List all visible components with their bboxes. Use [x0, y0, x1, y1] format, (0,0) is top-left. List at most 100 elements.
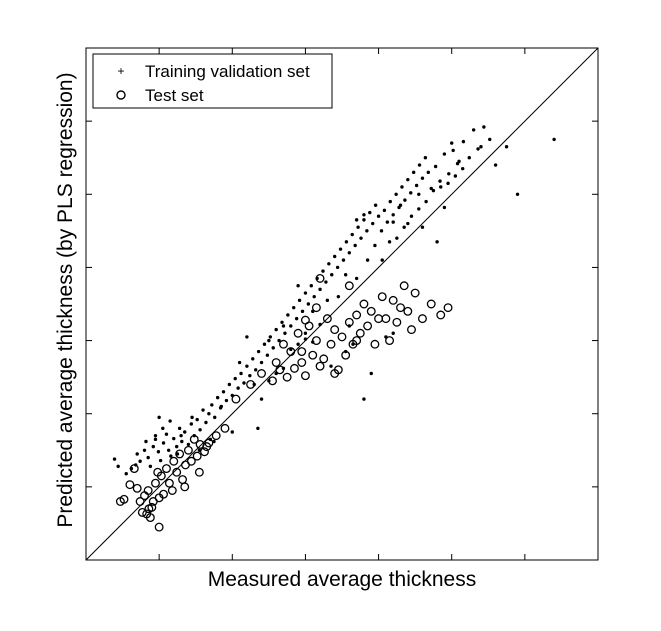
training-point	[409, 191, 413, 195]
training-point	[296, 284, 300, 288]
training-point	[161, 426, 165, 431]
training-point	[135, 452, 139, 456]
training-point	[442, 152, 447, 156]
test-point	[192, 451, 202, 461]
test-point	[330, 325, 340, 335]
test-point	[129, 464, 139, 474]
training-point	[453, 174, 458, 178]
training-point	[402, 225, 406, 229]
training-point	[312, 294, 316, 299]
training-point	[221, 390, 226, 394]
training-point	[379, 229, 384, 233]
training-point	[138, 459, 142, 463]
training-point	[433, 164, 438, 169]
training-point	[336, 294, 341, 299]
training-point	[327, 262, 331, 266]
training-point	[144, 439, 148, 444]
training-point	[164, 432, 169, 436]
y-axis-label: Predicted average thickness (by PLS regr…	[54, 72, 77, 528]
training-point	[186, 442, 191, 447]
training-point	[153, 433, 158, 438]
test-point	[220, 423, 230, 433]
training-point	[169, 454, 173, 458]
training-point	[382, 208, 387, 213]
test-point	[154, 493, 164, 503]
training-point	[177, 426, 182, 431]
test-point	[135, 497, 145, 506]
training-point	[151, 444, 155, 449]
training-point	[289, 324, 293, 328]
test-point	[169, 456, 179, 466]
training-point	[400, 185, 404, 189]
axis-ticks	[86, 48, 598, 560]
training-point	[335, 265, 340, 270]
training-point	[431, 188, 436, 193]
training-point	[300, 309, 305, 314]
training-point	[435, 240, 439, 244]
legend-box	[92, 53, 333, 109]
training-point	[204, 420, 208, 425]
test-point	[282, 372, 292, 382]
test-point	[300, 371, 310, 381]
test-point	[293, 328, 303, 338]
training-point	[274, 327, 278, 332]
training-point	[439, 185, 443, 189]
training-point	[251, 357, 255, 361]
test-point	[189, 434, 199, 444]
training-point	[180, 439, 184, 444]
training-point	[283, 331, 287, 335]
test-point	[326, 339, 336, 349]
training-point	[207, 412, 211, 416]
training-point	[417, 207, 421, 211]
training-point	[414, 183, 419, 188]
test-point	[363, 321, 373, 331]
training-point	[224, 398, 229, 403]
training-point	[280, 320, 284, 324]
test-point	[186, 456, 196, 466]
test-point	[194, 467, 204, 477]
training-point	[296, 342, 300, 346]
training-point	[451, 148, 455, 153]
training-point	[112, 457, 117, 461]
training-point	[286, 313, 290, 317]
training-point	[201, 408, 205, 412]
training-point	[420, 225, 425, 229]
training-point	[457, 159, 461, 164]
test-point	[154, 522, 164, 532]
training-point	[338, 247, 343, 251]
training-point	[321, 269, 325, 273]
test-point	[341, 350, 351, 360]
test-point	[399, 281, 409, 291]
training-point	[215, 395, 220, 400]
training-point	[476, 147, 480, 151]
test-point	[330, 369, 340, 378]
test-point	[145, 513, 155, 523]
training-point	[267, 338, 271, 343]
training-point	[183, 430, 187, 434]
test-point	[119, 494, 129, 504]
training-point	[268, 335, 273, 339]
training-point	[271, 346, 275, 350]
training-point	[303, 331, 308, 335]
training-point	[482, 125, 486, 129]
training-point	[174, 444, 179, 449]
test-point	[311, 336, 321, 346]
test-point	[164, 478, 174, 488]
training-point	[347, 251, 352, 255]
test-point	[315, 361, 325, 371]
test-point	[322, 314, 332, 324]
training-point	[245, 335, 249, 339]
test-point	[370, 339, 380, 349]
test-point	[143, 486, 153, 495]
training-point	[245, 364, 249, 368]
test-point	[319, 354, 329, 364]
series-test-set	[115, 273, 453, 532]
test-point	[355, 328, 365, 338]
training-point	[256, 426, 260, 431]
test-point	[410, 288, 420, 298]
training-point	[230, 430, 234, 434]
training-point	[343, 273, 348, 277]
training-point	[391, 213, 395, 217]
training-point	[325, 298, 330, 303]
